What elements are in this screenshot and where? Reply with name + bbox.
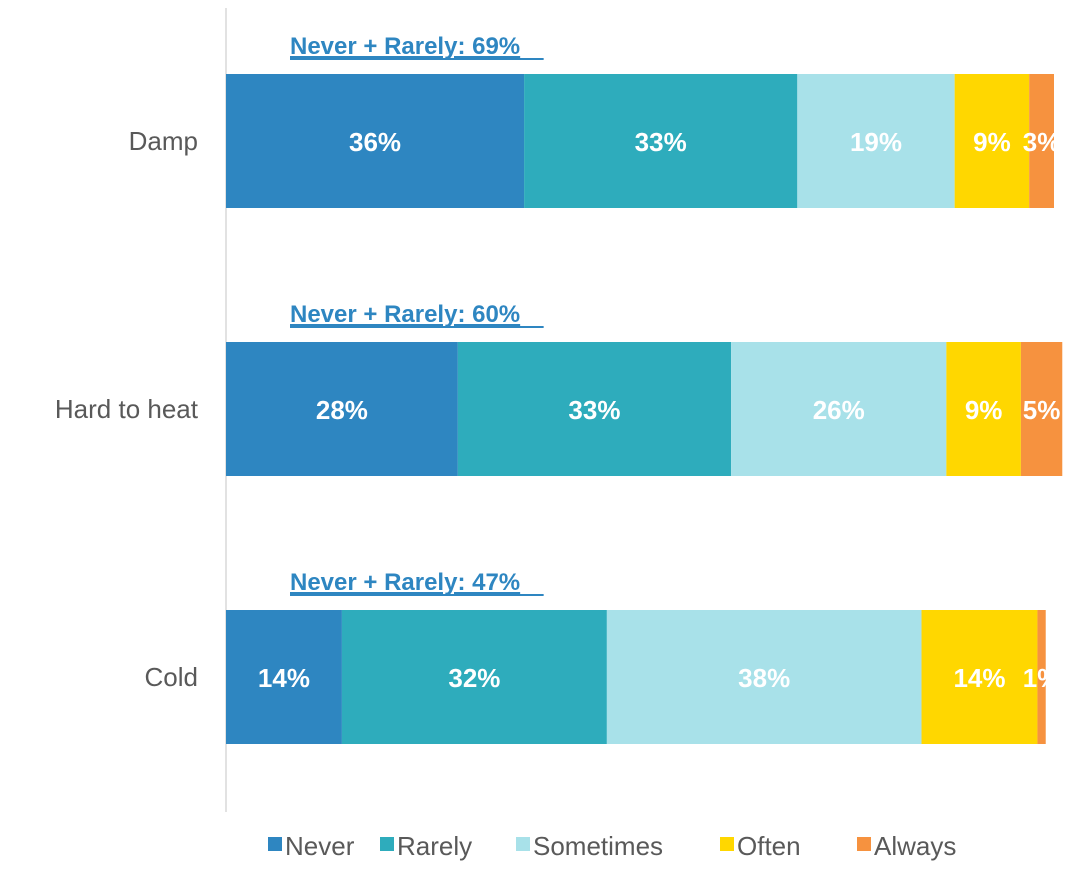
bar-label-cold-sometimes: 38% (738, 663, 790, 693)
bar-damp-sometimes (797, 74, 955, 208)
legend-label-often: Often (737, 831, 801, 861)
category-label-cold: Cold (145, 662, 198, 692)
legend-swatch-sometimes (516, 837, 530, 851)
bar-label-hard-to-heat-sometimes: 26% (813, 395, 865, 425)
bar-label-cold-often: 14% (953, 663, 1005, 693)
bar-cold-always (1037, 610, 1046, 744)
legend-swatch-rarely (380, 837, 394, 851)
category-label-hard-to-heat: Hard to heat (55, 394, 199, 424)
bar-cold-often (921, 610, 1038, 744)
bar-damp-rarely (524, 74, 798, 208)
bar-label-hard-to-heat-never: 28% (316, 395, 368, 425)
bar-hard-to-heat-often (946, 342, 1021, 476)
bar-label-cold-rarely: 32% (448, 663, 500, 693)
legend: Never Rarely Sometimes Often Always (268, 831, 956, 861)
annotation-cold: Never + Rarely: 47% (290, 569, 520, 596)
bar-label-cold-never: 14% (258, 663, 310, 693)
bar-hard-to-heat-never (226, 342, 458, 476)
bar-damp-often (954, 74, 1030, 208)
bar-cold-rarely (341, 610, 607, 744)
category-label-damp: Damp (129, 126, 198, 156)
bar-label-damp-rarely: 33% (635, 127, 687, 157)
bar-label-hard-to-heat-often: 9% (965, 395, 1003, 425)
annotation-damp: Never + Rarely: 69% (290, 33, 520, 60)
bar-label-hard-to-heat-rarely: 33% (568, 395, 620, 425)
legend-label-sometimes: Sometimes (533, 831, 663, 861)
bar-damp-never (226, 74, 525, 208)
bar-label-hard-to-heat-always: 5% (1023, 395, 1061, 425)
legend-swatch-always (857, 837, 871, 851)
annotation-hard-to-heat: Never + Rarely: 60% (290, 301, 520, 328)
bars-layer: Damp Never + Rarely: 69% 36% 33% 19% 9% 3% Hard… (55, 33, 1063, 744)
bar-hard-to-heat-rarely (457, 342, 732, 476)
legend-swatch-often (720, 837, 734, 851)
legend-label-always: Always (874, 831, 956, 861)
bar-hard-to-heat-always (1020, 342, 1063, 476)
legend-swatch-never (268, 837, 282, 851)
bar-cold-never (226, 610, 342, 744)
bar-label-damp-never: 36% (349, 127, 401, 157)
bar-damp-always (1029, 74, 1054, 208)
bar-label-damp-always: 3% (1023, 127, 1061, 157)
bar-label-cold-always: 1% (1023, 663, 1061, 693)
bar-label-damp-often: 9% (973, 127, 1011, 157)
bar-hard-to-heat-sometimes (731, 342, 947, 476)
bar-label-damp-sometimes: 19% (850, 127, 902, 157)
bar-cold-sometimes (606, 610, 922, 744)
legend-label-rarely: Rarely (397, 831, 472, 861)
legend-label-never: Never (285, 831, 355, 861)
